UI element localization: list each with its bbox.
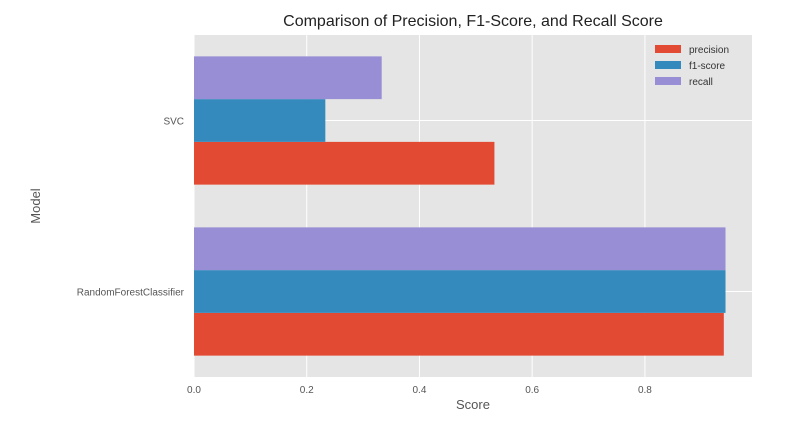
y-tick-label: RandomForestClassifier: [77, 288, 185, 299]
legend-swatch-recall: [655, 77, 681, 85]
x-axis-label: Score: [456, 397, 490, 412]
legend: precision f1-score recall: [655, 45, 729, 88]
x-tick-label: 0.0: [187, 385, 201, 396]
legend-label-f1-score: f1-score: [689, 61, 726, 72]
y-tick-labels: RandomForestClassifier SVC: [77, 117, 185, 299]
y-axis-label: Model: [28, 188, 43, 224]
legend-label-recall: recall: [689, 77, 713, 88]
bar-f1-score-SVC: [194, 99, 326, 142]
legend-label-precision: precision: [689, 45, 729, 56]
x-tick-label: 0.8: [638, 385, 652, 396]
legend-swatch-f1-score: [655, 61, 681, 69]
x-tick-label: 0.2: [300, 385, 314, 396]
y-tick-label: SVC: [163, 117, 184, 128]
x-tick-label: 0.4: [413, 385, 427, 396]
x-tick-label: 0.6: [525, 385, 539, 396]
x-tick-labels: 0.0 0.2 0.4 0.6 0.8: [187, 385, 652, 396]
bars: [194, 56, 726, 356]
legend-swatch-precision: [655, 45, 681, 53]
bar-precision-RandomForestClassifier: [194, 312, 724, 356]
bar-recall-SVC: [194, 56, 382, 100]
bar-recall-RandomForestClassifier: [194, 227, 726, 271]
chart-title: Comparison of Precision, F1-Score, and R…: [283, 13, 663, 30]
bar-f1-score-RandomForestClassifier: [194, 270, 726, 313]
bar-precision-SVC: [194, 141, 495, 185]
